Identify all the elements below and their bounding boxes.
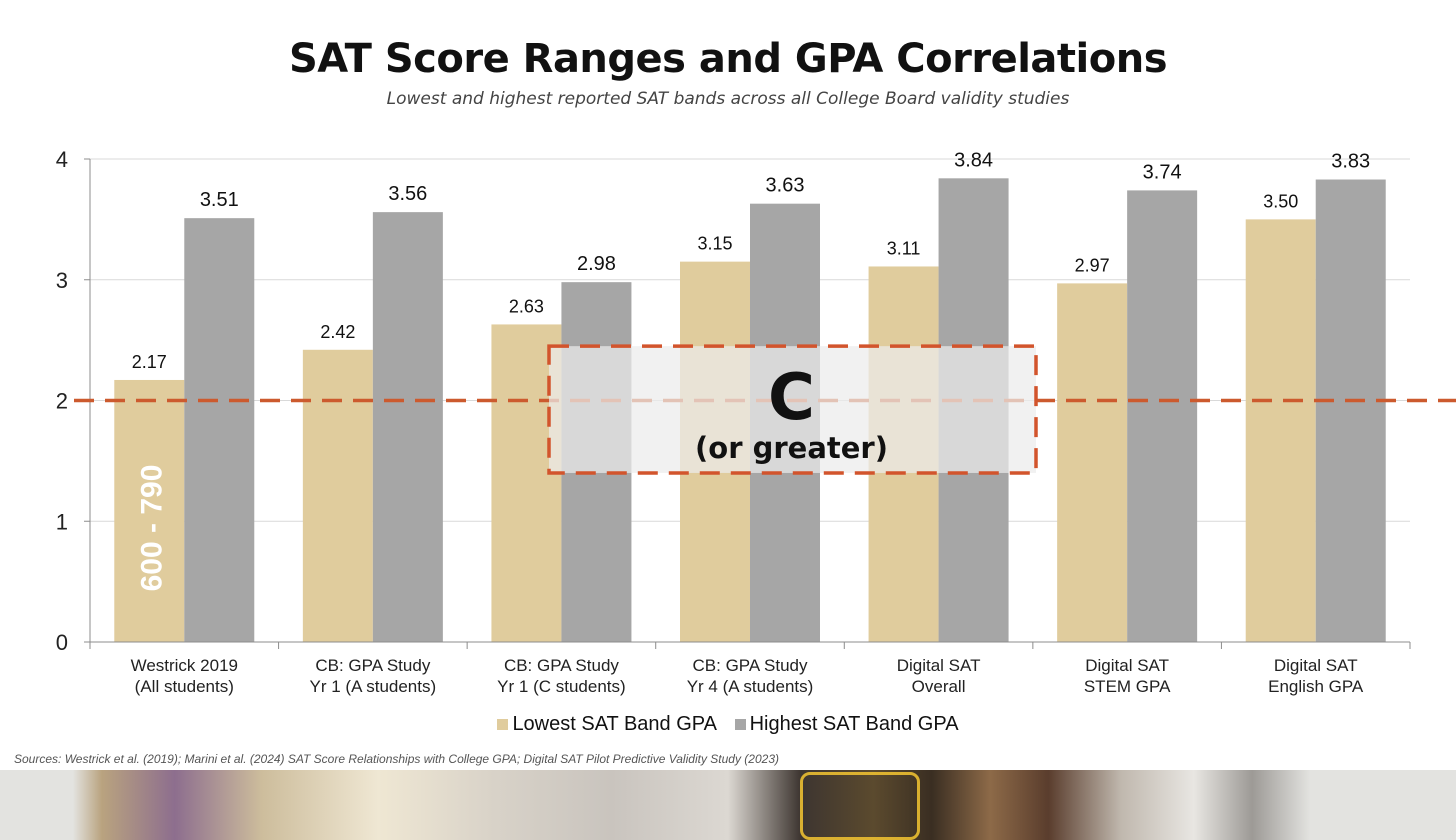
- x-tick-label-6-1: English GPA: [1268, 677, 1364, 696]
- data-label-highest-5: 3.74: [1143, 161, 1182, 183]
- bar-lowest-5: [1057, 283, 1128, 642]
- bar-highest-0: [184, 218, 255, 643]
- legend: Lowest SAT Band GPA Highest SAT Band GPA: [0, 713, 1456, 736]
- data-label-lowest-0: 2.17: [132, 352, 167, 372]
- bottom-photo-strip: [0, 770, 1456, 840]
- x-tick-label-2-1: Yr 1 (C students): [497, 677, 626, 696]
- y-tick-label-2: 2: [56, 389, 68, 414]
- data-label-lowest-1: 2.42: [320, 322, 355, 342]
- legend-item-highest: Highest SAT Band GPA: [734, 713, 959, 736]
- data-labels: 2.17 3.51 2.42 3.56 2.63 2.98 3.15 3.63 3.11 3.84…: [132, 149, 1370, 591]
- data-label-lowest-6: 3.50: [1263, 191, 1298, 211]
- y-tick-label-1: 1: [56, 509, 68, 534]
- bar-chart: 0 1 2 3 4 Westrick 2019 (All students) CB: GPA …: [56, 147, 1456, 696]
- x-tick-label-1-1: Yr 1 (A students): [310, 677, 437, 696]
- y-tick-label-4: 4: [56, 147, 68, 172]
- callout-big-letter: C: [768, 361, 815, 435]
- x-tick-label-3-0: CB: GPA Study: [693, 656, 808, 675]
- x-tick-label-3-1: Yr 4 (A students): [687, 677, 814, 696]
- bottom-photo-sign: [800, 772, 920, 840]
- y-tick-label-3: 3: [56, 268, 68, 293]
- data-label-highest-4: 3.84: [954, 149, 993, 171]
- data-label-lowest-3: 3.15: [697, 234, 732, 254]
- bar-highest-5: [1127, 190, 1198, 642]
- bar-lowest-1: [302, 349, 373, 642]
- legend-swatch-lowest: [497, 719, 509, 730]
- chart-title: SAT Score Ranges and GPA Correlations: [288, 36, 1168, 82]
- data-label-highest-6: 3.83: [1331, 151, 1370, 173]
- data-label-lowest-5: 2.97: [1075, 255, 1110, 275]
- y-tick-label-0: 0: [56, 630, 68, 655]
- x-tick-label-0-1: (All students): [135, 677, 234, 696]
- data-label-lowest-4: 3.11: [887, 238, 921, 258]
- bar-highest-1: [372, 212, 443, 642]
- x-tick-label-1-0: CB: GPA Study: [315, 656, 430, 675]
- bar-highest-6: [1315, 179, 1386, 642]
- chart-subtitle: Lowest and highest reported SAT bands ac…: [386, 89, 1070, 109]
- data-label-highest-2: 2.98: [577, 253, 616, 275]
- axes: 0 1 2 3 4 Westrick 2019 (All students) CB: GPA …: [56, 147, 1411, 696]
- x-tick-label-5-0: Digital SAT: [1085, 656, 1169, 675]
- legend-label-highest: Highest SAT Band GPA: [749, 713, 959, 735]
- callout-box: [547, 344, 1038, 475]
- x-tick-label-2-0: CB: GPA Study: [504, 656, 619, 675]
- callout: C(or greater): [547, 344, 1038, 475]
- x-tick-label-4-0: Digital SAT: [897, 656, 981, 675]
- bar-lowest-0: [114, 379, 185, 642]
- data-label-highest-3: 3.63: [766, 175, 805, 197]
- data-label-lowest-2: 2.63: [509, 296, 544, 316]
- x-tick-label-0-0: Westrick 2019: [131, 656, 238, 675]
- x-tick-label-6-0: Digital SAT: [1274, 656, 1358, 675]
- bar-lowest-6: [1245, 219, 1316, 642]
- data-label-highest-1: 3.56: [388, 183, 427, 205]
- sources-note: Sources: Westrick et al. (2019); Marini …: [14, 752, 779, 766]
- x-tick-label-5-1: STEM GPA: [1084, 677, 1171, 696]
- x-tick-label-4-1: Overall: [912, 677, 966, 696]
- data-label-highest-0: 3.51: [200, 189, 239, 211]
- legend-item-lowest: Lowest SAT Band GPA: [497, 713, 717, 736]
- callout-subtext: (or greater): [695, 431, 888, 465]
- bar-range-label: 600 - 790: [135, 465, 168, 592]
- legend-label-lowest: Lowest SAT Band GPA: [512, 713, 717, 735]
- legend-swatch-highest: [734, 719, 746, 730]
